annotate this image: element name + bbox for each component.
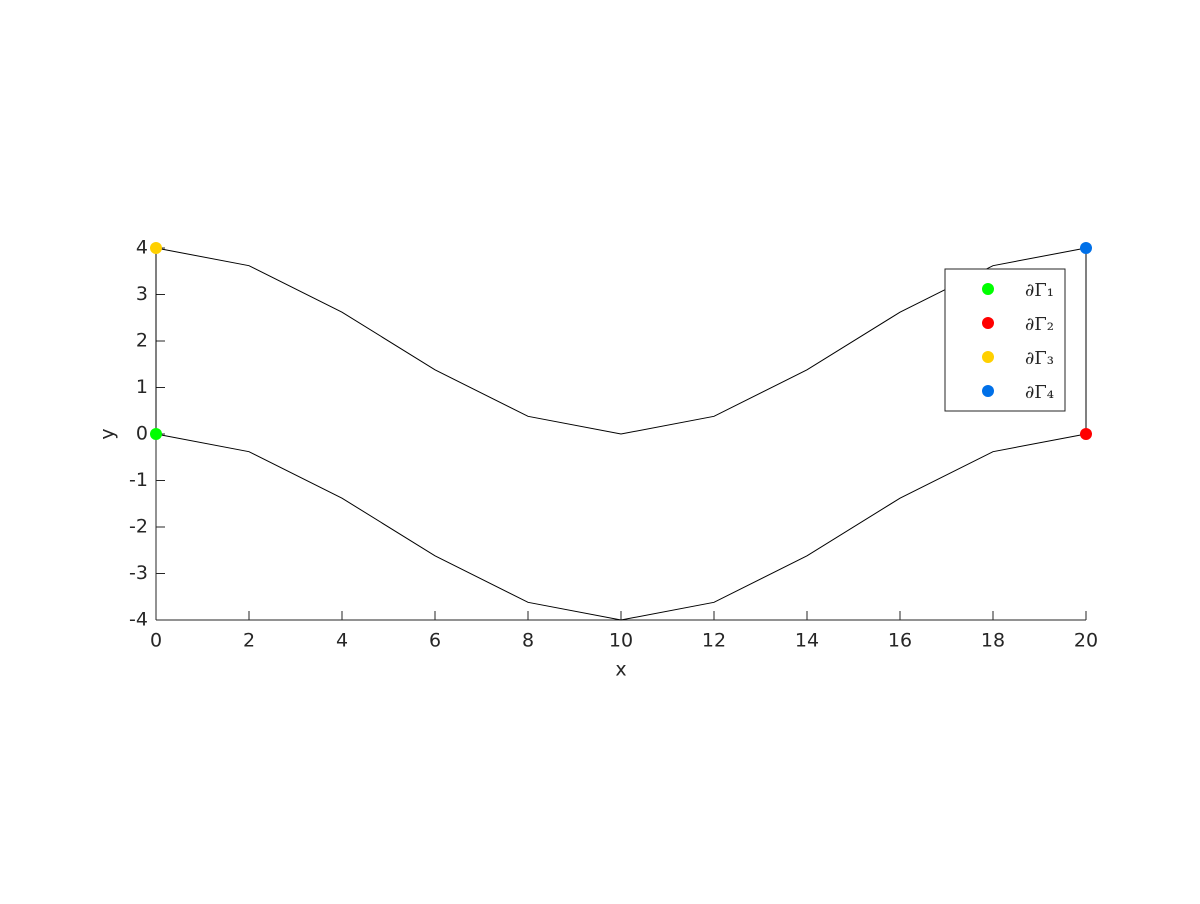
legend-marker bbox=[982, 385, 994, 397]
series-line bbox=[155, 433, 1087, 621]
x-tick-label: 10 bbox=[609, 630, 633, 652]
boundary-point bbox=[1080, 428, 1092, 440]
legend-label: ∂Γ₄ bbox=[1025, 382, 1054, 403]
x-tick-label: 6 bbox=[429, 630, 441, 652]
boundary-point bbox=[150, 428, 162, 440]
y-tick-label: 0 bbox=[136, 423, 148, 445]
y-tick-label: 4 bbox=[136, 237, 148, 259]
x-tick-label: 8 bbox=[522, 630, 534, 652]
legend-marker bbox=[982, 351, 994, 363]
x-tick-label: 0 bbox=[150, 630, 162, 652]
x-tick-label: 2 bbox=[243, 630, 255, 652]
series-line bbox=[155, 247, 1087, 435]
legend-label: ∂Γ₁ bbox=[1025, 280, 1054, 301]
y-tick-label: -1 bbox=[129, 469, 148, 491]
legend-box bbox=[944, 268, 1066, 412]
x-tick-label: 12 bbox=[702, 630, 726, 652]
x-tick-label: 14 bbox=[795, 630, 819, 652]
x-tick-label: 20 bbox=[1074, 630, 1098, 652]
boundary-point bbox=[1080, 242, 1092, 254]
legend-marker bbox=[982, 317, 994, 329]
legend: ∂Γ₁ ∂Γ₂ ∂Γ₃ ∂Γ₄ bbox=[944, 268, 1066, 412]
legend-label: ∂Γ₃ bbox=[1025, 348, 1054, 369]
y-tick-label: 3 bbox=[136, 283, 148, 305]
y-tick-label: -3 bbox=[129, 562, 148, 584]
x-tick-label: 18 bbox=[981, 630, 1005, 652]
y-tick-label: -4 bbox=[129, 609, 148, 631]
x-axis-label: x bbox=[615, 659, 626, 681]
legend-marker bbox=[982, 283, 994, 295]
y-axis-label: y bbox=[97, 428, 119, 439]
y-tick-label: -2 bbox=[129, 516, 148, 538]
legend-label: ∂Γ₂ bbox=[1025, 314, 1054, 335]
y-tick-label: 2 bbox=[136, 330, 148, 352]
y-tick-label: 1 bbox=[136, 376, 148, 398]
x-tick-label: 4 bbox=[336, 630, 348, 652]
boundary-point bbox=[150, 242, 162, 254]
x-tick-label: 16 bbox=[888, 630, 912, 652]
